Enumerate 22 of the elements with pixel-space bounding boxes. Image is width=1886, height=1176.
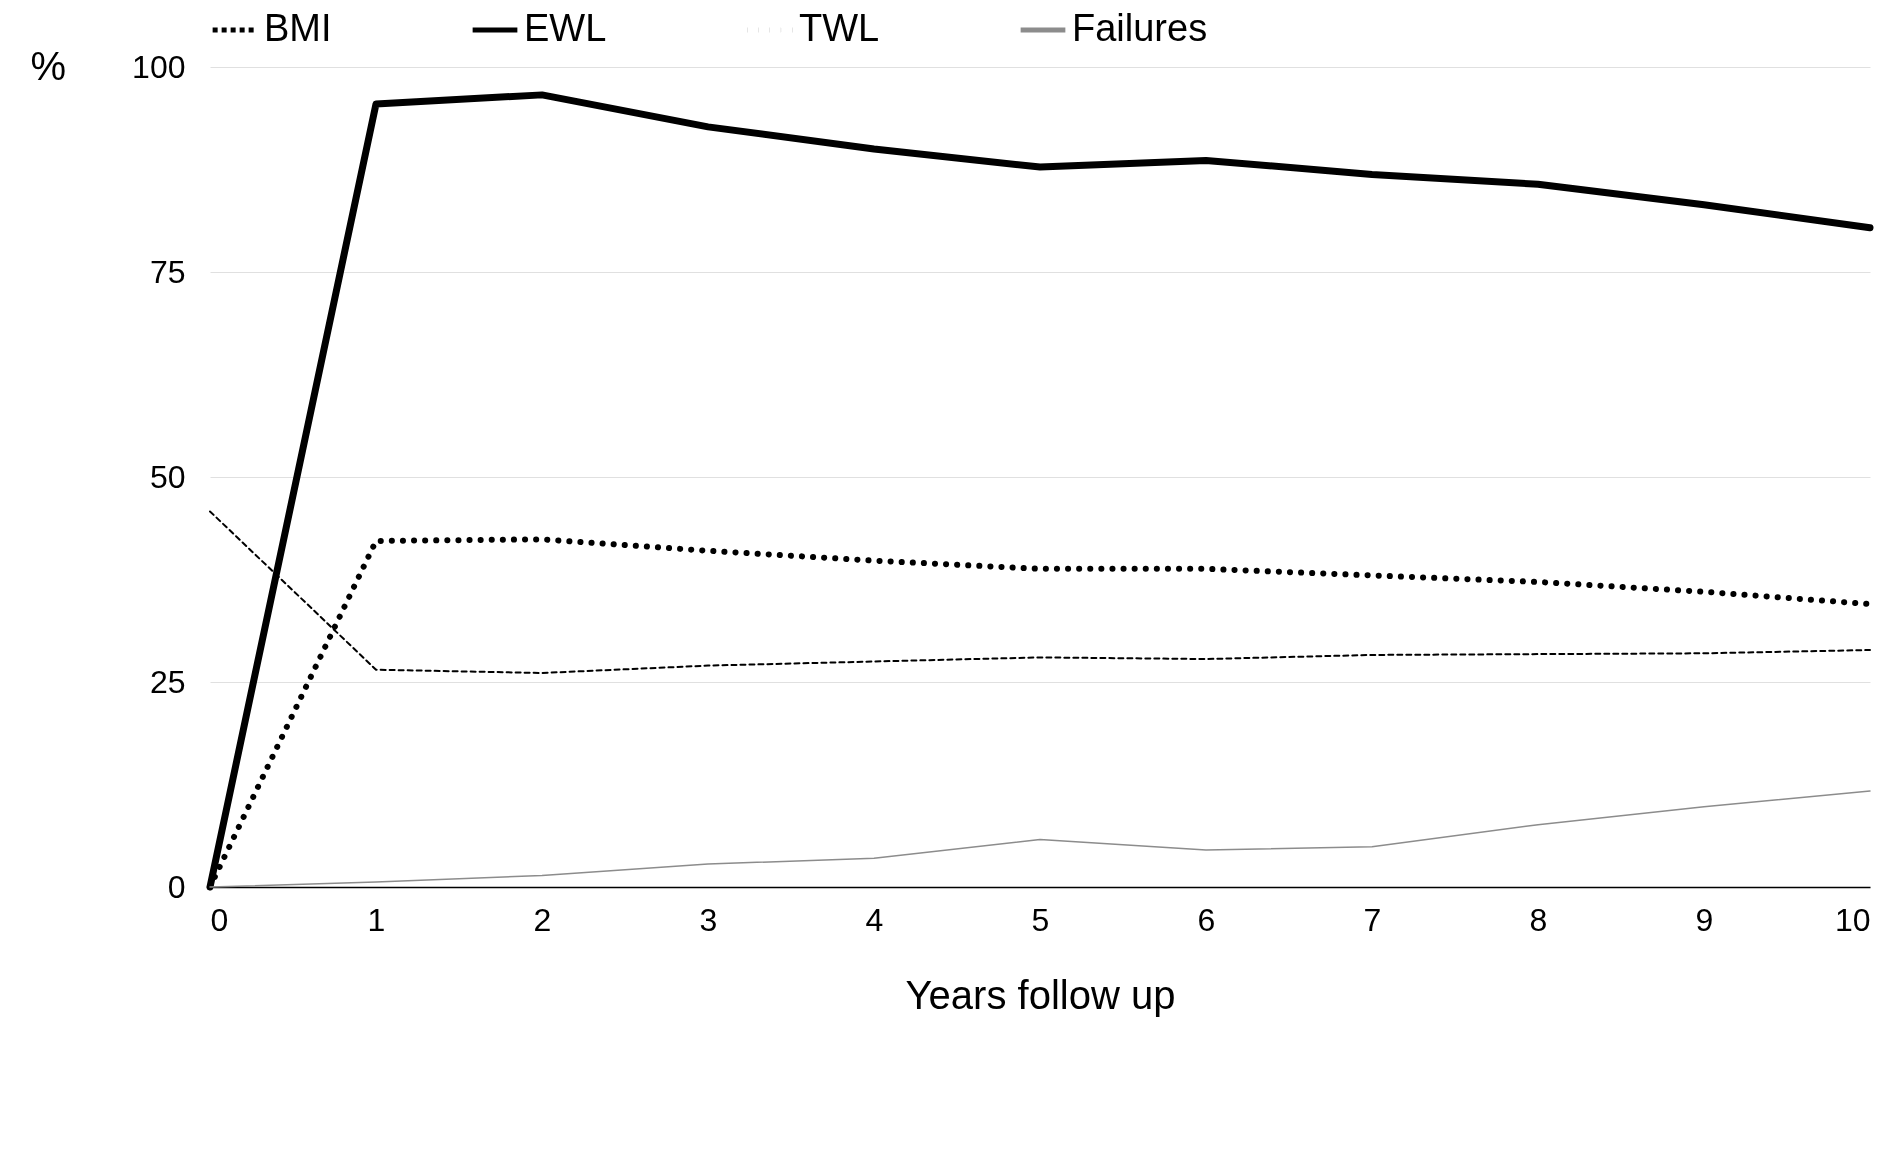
x-tick-label: 3 bbox=[699, 901, 718, 938]
y-tick-label: 75 bbox=[149, 253, 186, 290]
y-tick-label: 100 bbox=[132, 48, 186, 85]
x-tick-label: 5 bbox=[1031, 901, 1050, 938]
legend-label: Failures bbox=[1072, 7, 1208, 49]
legend-label: EWL bbox=[524, 7, 607, 49]
x-tick-label: 7 bbox=[1363, 901, 1382, 938]
x-axis-title: Years follow up bbox=[905, 972, 1176, 1017]
x-tick-label: 0 bbox=[210, 901, 229, 938]
y-tick-label: 0 bbox=[167, 868, 186, 905]
x-tick-label: 2 bbox=[533, 901, 552, 938]
y-axis-title: % bbox=[30, 43, 67, 88]
x-tick-label: 9 bbox=[1695, 901, 1714, 938]
x-tick-label: 8 bbox=[1529, 901, 1548, 938]
x-tick-label: 10 bbox=[1834, 901, 1871, 938]
y-tick-label: 25 bbox=[149, 663, 186, 700]
legend-label: BMI bbox=[264, 7, 332, 49]
x-tick-label: 4 bbox=[865, 901, 884, 938]
x-tick-label: 6 bbox=[1197, 901, 1216, 938]
x-tick-label: 1 bbox=[367, 901, 386, 938]
legend-label: TWL bbox=[799, 7, 880, 49]
y-tick-label: 50 bbox=[149, 458, 186, 495]
